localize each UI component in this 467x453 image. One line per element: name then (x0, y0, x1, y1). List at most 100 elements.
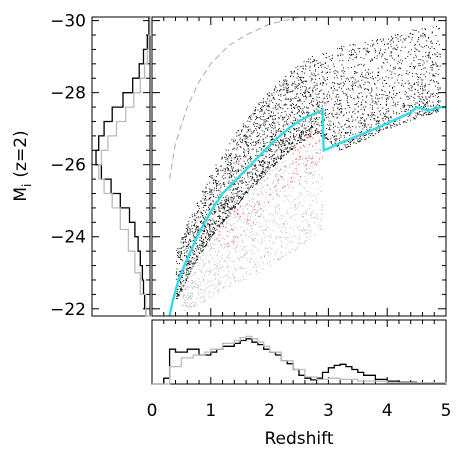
scatter-point (301, 205, 303, 207)
scatter-point (338, 138, 340, 140)
scatter-point (216, 265, 217, 267)
scatter-point (331, 142, 332, 144)
scatter-point (328, 120, 330, 122)
scatter-point (234, 280, 236, 282)
scatter-point (354, 71, 356, 73)
scatter-point (302, 156, 304, 158)
scatter-point (381, 89, 383, 91)
scatter-point (225, 245, 227, 247)
scatter-point (273, 219, 275, 221)
scatter-point (352, 81, 354, 83)
scatter-point (207, 222, 209, 224)
scatter-point (248, 145, 250, 147)
scatter-point (292, 160, 294, 162)
scatter-point (385, 76, 387, 78)
scatter-point (432, 92, 434, 94)
scatter-point (224, 206, 226, 208)
scatter-point (189, 259, 191, 261)
scatter-point (335, 140, 337, 142)
scatter-point (288, 138, 290, 140)
scatter-point (279, 195, 280, 197)
scatter-point (313, 110, 315, 112)
scatter-point (277, 155, 279, 157)
scatter-point (270, 100, 272, 102)
scatter-point (293, 133, 295, 135)
scatter-point (242, 246, 244, 248)
scatter-point (275, 85, 276, 87)
scatter-point (283, 186, 285, 188)
scatter-point (279, 131, 281, 133)
scatter-point (260, 257, 262, 259)
scatter-point (295, 161, 297, 163)
scatter-point (369, 127, 371, 129)
scatter-point (290, 105, 292, 107)
scatter-point (244, 253, 246, 255)
scatter-point (182, 237, 184, 239)
scatter-point (260, 183, 262, 184)
scatter-point (248, 181, 250, 183)
scatter-point (201, 250, 203, 252)
scatter-point (256, 135, 258, 137)
scatter-point (198, 285, 200, 286)
scatter-point (427, 105, 429, 107)
scatter-point (274, 164, 276, 166)
scatter-point (375, 123, 377, 125)
scatter-point (186, 251, 188, 253)
scatter-point (242, 241, 244, 243)
scatter-point (228, 265, 230, 267)
scatter-point (282, 141, 284, 143)
scatter-point (233, 205, 235, 207)
scatter-point (351, 116, 353, 118)
scatter-point (299, 242, 301, 244)
scatter-point (289, 252, 291, 254)
scatter-point (315, 70, 316, 72)
scatter-point (422, 113, 424, 115)
scatter-point (292, 141, 294, 143)
scatter-point (404, 39, 406, 41)
scatter-point (194, 286, 196, 288)
scatter-point (254, 165, 255, 167)
scatter-point (290, 148, 292, 150)
scatter-point (293, 122, 295, 124)
scatter-point (293, 134, 295, 136)
scatter-point (209, 188, 211, 190)
scatter-point (244, 153, 246, 155)
scatter-point (193, 305, 194, 307)
scatter-point (366, 88, 368, 90)
scatter-point (179, 291, 181, 293)
scatter-point (262, 146, 264, 147)
scatter-point (262, 210, 264, 212)
scatter-point (317, 73, 319, 75)
scatter-point (341, 108, 343, 110)
scatter-point (285, 226, 287, 228)
scatter-point (227, 255, 229, 257)
scatter-point (424, 45, 426, 47)
scatter-point (265, 156, 267, 158)
scatter-point (255, 109, 257, 111)
scatter-point (317, 153, 319, 155)
scatter-point (186, 264, 188, 266)
scatter-point (224, 202, 226, 204)
scatter-point (427, 101, 429, 103)
scatter-point (200, 240, 202, 242)
scatter-point (352, 140, 353, 142)
scatter-point (396, 113, 398, 115)
scatter-point (340, 131, 342, 133)
scatter-point (238, 144, 239, 146)
scatter-point (262, 116, 264, 117)
scatter-point (344, 93, 346, 95)
main-ticks (92, 17, 447, 384)
scatter-point (216, 229, 218, 231)
scatter-point (234, 238, 236, 240)
scatter-point (254, 110, 256, 112)
scatter-point (310, 128, 312, 130)
scatter-point (410, 110, 412, 112)
scatter-point (217, 284, 219, 286)
scatter-point (267, 127, 269, 129)
scatter-point (236, 202, 238, 204)
scatter-point (206, 237, 208, 239)
scatter-point (290, 181, 292, 183)
scatter-point (228, 210, 230, 212)
scatter-point (302, 108, 304, 110)
scatter-point (377, 43, 379, 44)
